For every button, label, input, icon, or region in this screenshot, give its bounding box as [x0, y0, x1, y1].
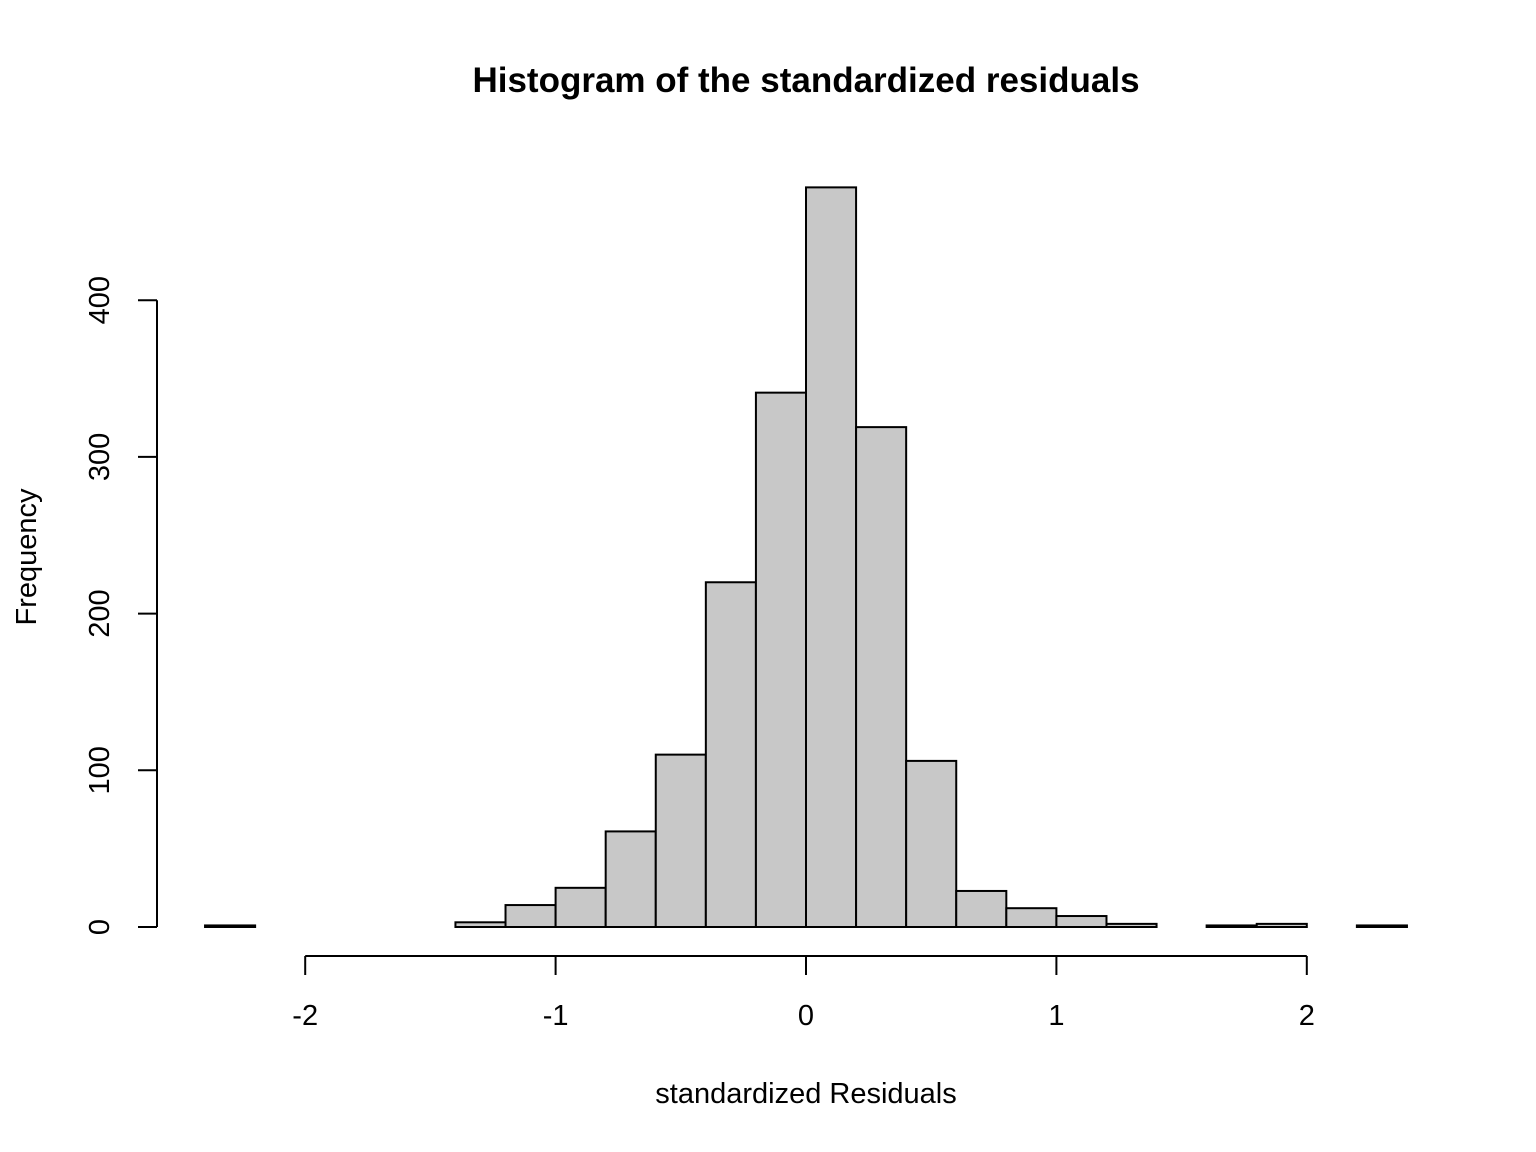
x-tick-label: 1 — [1048, 1000, 1064, 1032]
histogram-bar — [955, 889, 1008, 928]
histogram-bar — [554, 886, 607, 929]
histogram-bar — [1005, 907, 1058, 928]
x-tick-label: 0 — [798, 1000, 814, 1032]
x-tick-label: -1 — [543, 1000, 569, 1032]
x-tick-label: -2 — [292, 1000, 318, 1032]
histogram-bar — [454, 921, 507, 929]
histogram-bar — [754, 391, 807, 928]
y-tick-label: 200 — [84, 589, 116, 637]
y-tick-label: 0 — [84, 919, 116, 935]
histogram-bar — [905, 759, 958, 929]
histogram-bar — [805, 186, 858, 929]
histogram-bar — [704, 581, 757, 928]
histogram-bar — [204, 924, 257, 928]
histogram-bar — [1105, 922, 1158, 929]
y-tick-label: 100 — [84, 746, 116, 794]
histogram-bar — [654, 753, 707, 928]
bars-group — [204, 186, 1408, 929]
histogram-bar — [1055, 915, 1108, 929]
x-axis-title: standardized Residuals — [655, 1078, 956, 1110]
histogram-bar — [604, 830, 657, 929]
histogram-bar — [1255, 922, 1308, 929]
y-tick-label: 400 — [84, 276, 116, 324]
x-tick-label: 2 — [1299, 1000, 1315, 1032]
histogram-bar — [504, 904, 557, 929]
x-axis: -2 -1 0 1 2 — [292, 955, 1315, 1032]
chart-title: Histogram of the standardized residuals — [472, 61, 1139, 100]
histogram-bar — [1355, 924, 1408, 928]
histogram-bar — [855, 426, 908, 928]
y-tick-label: 300 — [84, 433, 116, 481]
histogram-bar — [1205, 924, 1258, 928]
y-axis: 0 100 200 300 400 — [84, 276, 158, 935]
y-axis-title: Frequency — [11, 488, 43, 626]
